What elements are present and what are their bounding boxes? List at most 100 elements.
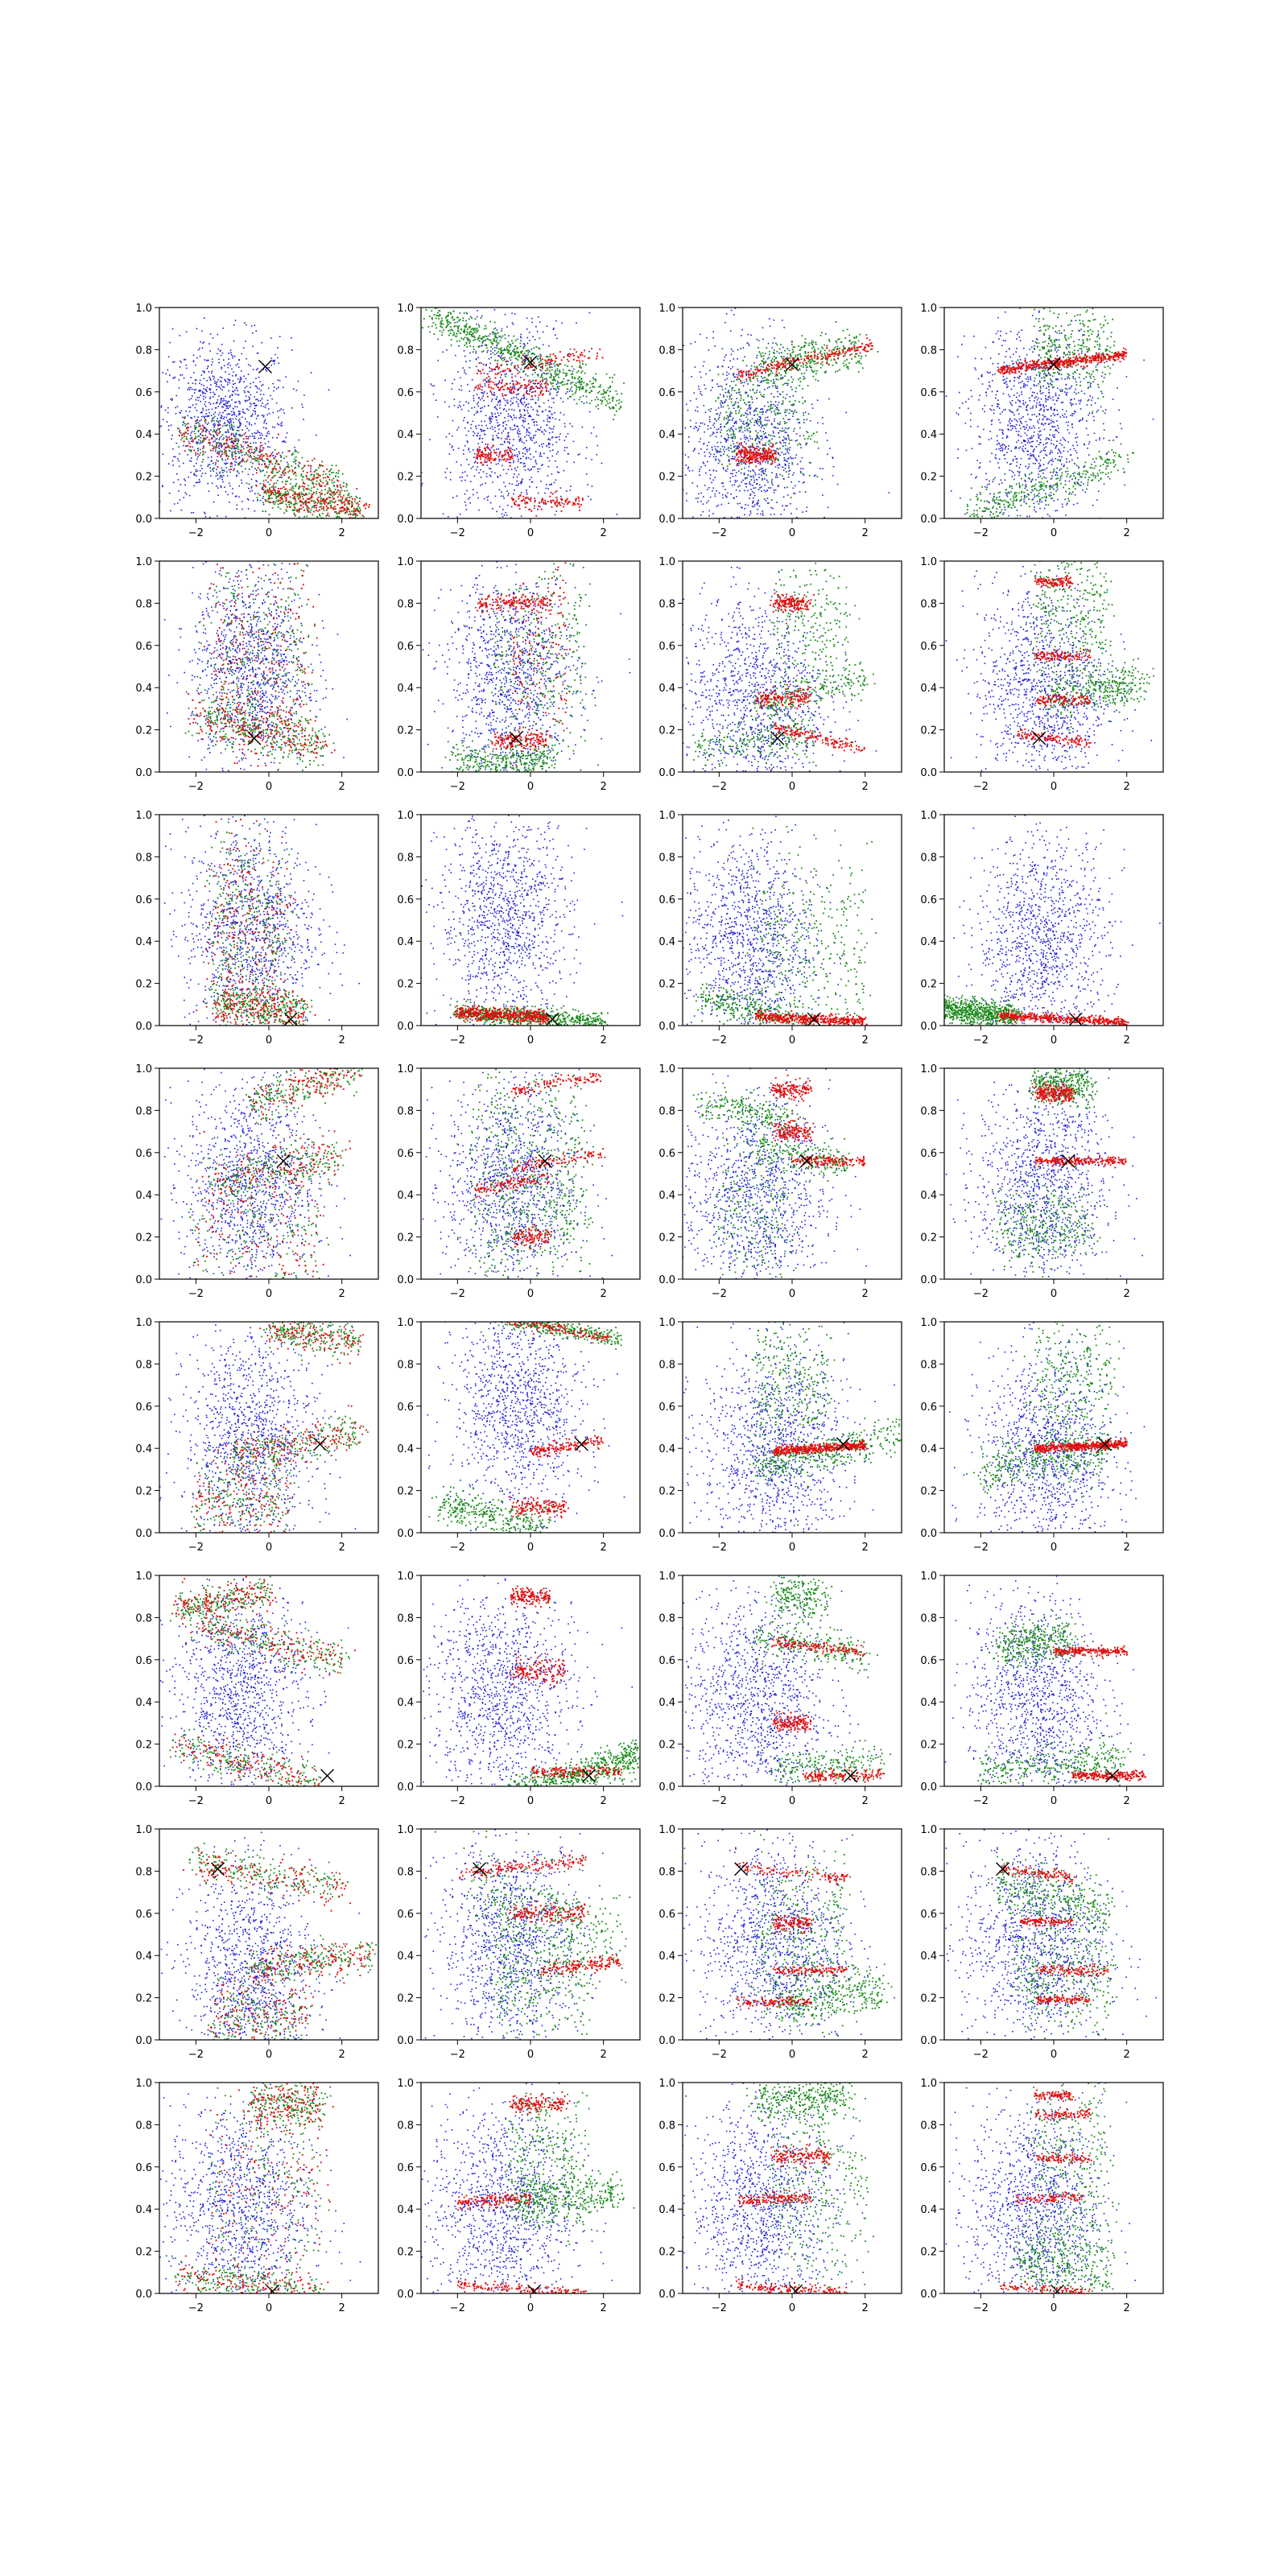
data-point <box>221 385 222 386</box>
data-point <box>724 517 725 518</box>
data-point <box>449 330 451 332</box>
data-point <box>570 349 572 350</box>
data-point <box>201 431 203 433</box>
data-point <box>222 400 224 402</box>
data-point <box>457 328 459 329</box>
data-point <box>242 452 243 453</box>
data-point <box>205 402 207 403</box>
data-point <box>251 325 253 327</box>
data-point <box>193 372 195 374</box>
data-point <box>227 364 229 365</box>
data-point <box>230 469 232 470</box>
data-point <box>357 497 358 499</box>
data-point <box>471 424 473 426</box>
data-point <box>723 548 724 550</box>
data-point <box>567 503 568 505</box>
data-point <box>786 394 788 396</box>
data-point <box>272 452 274 453</box>
data-point <box>572 353 574 355</box>
data-point <box>478 370 480 372</box>
data-point <box>538 429 539 431</box>
data-point <box>526 451 528 452</box>
data-point <box>214 416 216 418</box>
data-point <box>483 400 485 402</box>
data-point <box>263 406 265 407</box>
data-point <box>290 483 291 485</box>
data-point <box>778 427 779 429</box>
data-point <box>185 431 187 433</box>
data-point <box>195 433 196 435</box>
data-point <box>530 459 532 460</box>
data-point <box>365 505 367 506</box>
data-point <box>173 456 175 458</box>
data-point <box>262 454 263 456</box>
data-point <box>777 391 778 393</box>
data-point <box>336 520 337 522</box>
data-point <box>554 412 555 414</box>
data-point <box>316 516 318 518</box>
data-point <box>564 384 565 386</box>
data-point <box>502 350 504 352</box>
data-point <box>572 376 573 378</box>
data-point <box>535 339 536 341</box>
data-point <box>728 503 729 505</box>
data-point <box>234 390 236 391</box>
data-point <box>206 430 208 431</box>
data-point <box>514 355 516 357</box>
data-point <box>203 396 204 398</box>
data-point <box>213 436 215 438</box>
data-point <box>437 339 439 341</box>
data-point <box>326 481 328 482</box>
data-point <box>186 331 188 332</box>
data-point <box>218 425 220 427</box>
data-point <box>523 566 525 568</box>
data-point <box>279 508 281 510</box>
data-point <box>517 477 518 478</box>
data-point <box>221 368 222 369</box>
data-point <box>737 517 738 518</box>
data-point <box>709 452 711 454</box>
data-point <box>235 450 237 452</box>
data-point <box>509 349 510 351</box>
data-point <box>560 487 562 489</box>
data-point <box>592 382 594 384</box>
data-point <box>753 502 754 503</box>
data-point <box>534 424 535 426</box>
data-point <box>490 368 492 369</box>
data-point <box>547 424 548 426</box>
data-point <box>584 350 585 352</box>
data-point <box>582 499 584 501</box>
data-point <box>226 439 228 440</box>
data-point <box>465 361 467 362</box>
data-point <box>529 486 530 488</box>
data-point <box>437 360 439 361</box>
data-point <box>481 429 482 431</box>
data-point <box>199 454 200 456</box>
data-point <box>345 483 347 485</box>
data-point <box>357 506 359 507</box>
data-point <box>540 452 542 454</box>
data-point <box>542 446 543 448</box>
data-point <box>248 364 250 365</box>
data-point <box>526 493 528 495</box>
data-point <box>523 466 525 468</box>
data-point <box>508 469 510 470</box>
data-point <box>516 394 518 396</box>
data-point <box>292 490 294 492</box>
data-point <box>291 407 293 409</box>
data-point <box>180 335 181 336</box>
data-point <box>528 367 530 369</box>
data-point <box>273 390 275 392</box>
data-point <box>545 410 547 411</box>
data-point <box>517 382 518 383</box>
data-point <box>531 353 533 354</box>
data-point <box>214 377 216 378</box>
data-point <box>217 435 218 436</box>
data-point <box>205 473 207 474</box>
data-point <box>220 381 221 382</box>
data-point <box>229 450 230 452</box>
data-point <box>516 401 518 402</box>
data-point <box>574 377 576 378</box>
data-point <box>157 426 159 427</box>
data-point <box>505 405 506 407</box>
